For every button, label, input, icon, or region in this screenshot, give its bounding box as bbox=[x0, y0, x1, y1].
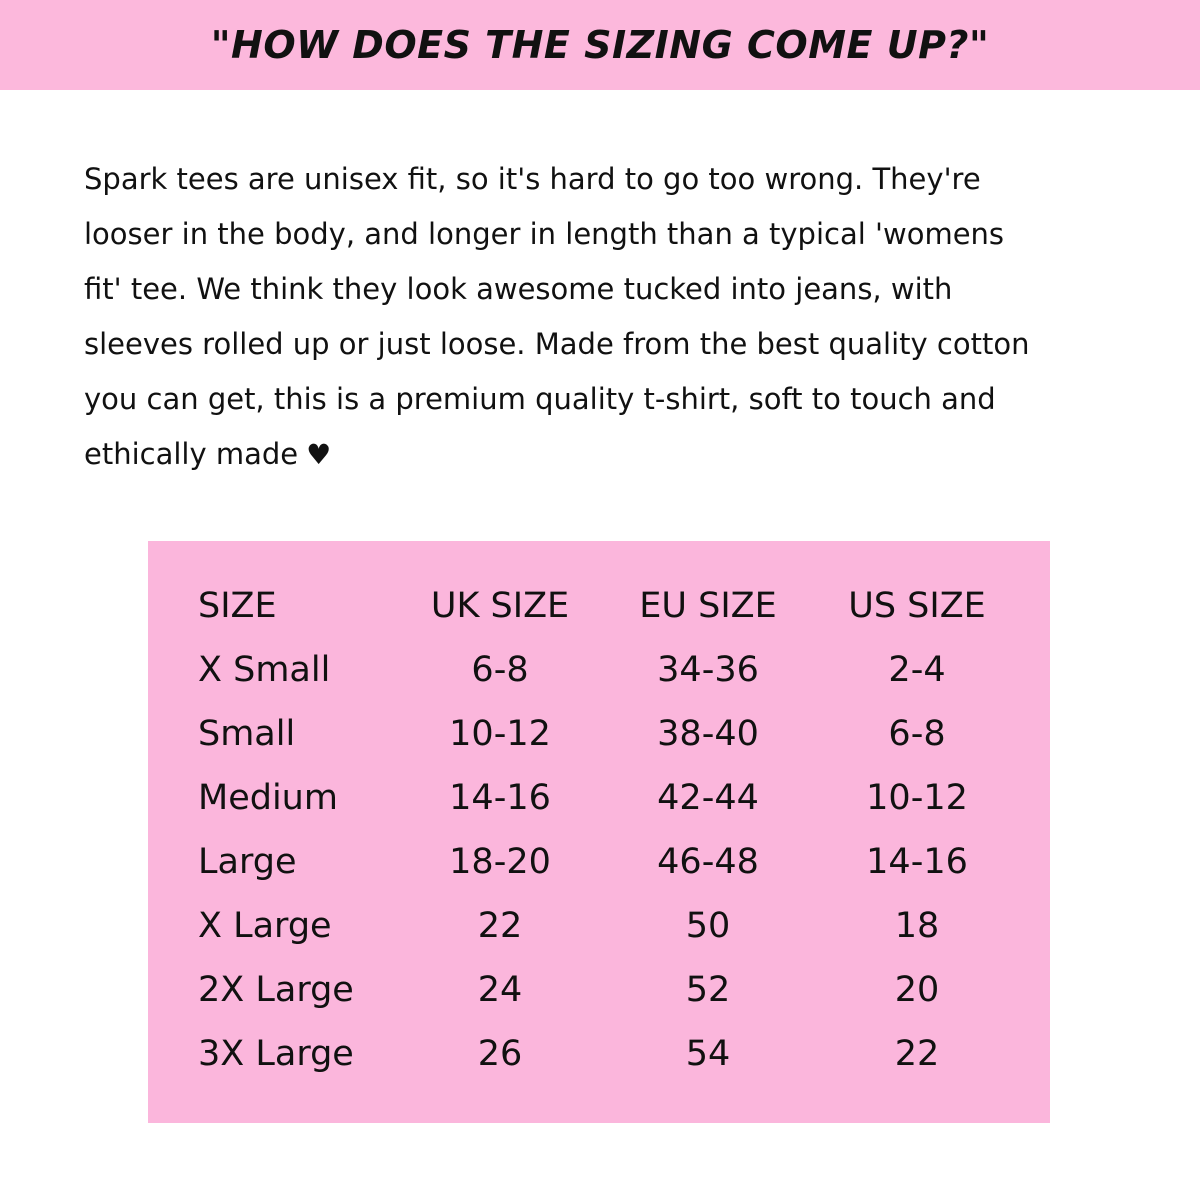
table-cell: Large bbox=[198, 842, 297, 882]
size-table: SIZE UK SIZE EU SIZE US SIZE X Small 6-8 34-36… bbox=[148, 541, 1050, 1123]
table-cell-wrapper: 3X Large bbox=[198, 1034, 354, 1074]
table-cell: 22 bbox=[894, 1034, 940, 1074]
description: Spark tees are unisex fit, so it's hard … bbox=[84, 152, 1134, 482]
column-header: SIZE bbox=[198, 586, 277, 626]
table-cell: 22 bbox=[477, 906, 523, 946]
table-cell: Small bbox=[198, 714, 296, 754]
table-cell: 20 bbox=[894, 970, 940, 1010]
description-line: you can get, this is a premium quality t… bbox=[84, 382, 996, 416]
table-cell: 46-48 bbox=[657, 842, 759, 882]
page-title: "HOW DOES THE SIZING COME UP?" bbox=[210, 23, 990, 67]
table-cell: 3X Large bbox=[198, 1034, 354, 1074]
table-cell: 50 bbox=[685, 906, 731, 946]
description-line: Spark tees are unisex fit, so it's hard … bbox=[84, 162, 981, 196]
table-cell: 18-20 bbox=[449, 842, 551, 882]
table-row: X Small 6-8 34-36 2-4 bbox=[148, 650, 1050, 714]
table-cell: Medium bbox=[198, 778, 338, 818]
column-header: US SIZE bbox=[848, 586, 986, 626]
table-header-row: SIZE UK SIZE EU SIZE US SIZE bbox=[148, 586, 1050, 650]
description-line: fit' tee. We think they look awesome tuc… bbox=[84, 272, 953, 306]
table-row: 2X Large 24 52 20 bbox=[148, 970, 1050, 1034]
table-cell-wrapper: SIZE bbox=[198, 586, 277, 626]
table-cell: 38-40 bbox=[657, 714, 759, 754]
header-band: "HOW DOES THE SIZING COME UP?" bbox=[0, 0, 1200, 90]
table-cell: 34-36 bbox=[657, 650, 759, 690]
table-cell-wrapper: Large bbox=[198, 842, 296, 882]
table-cell-wrapper: Medium bbox=[198, 778, 338, 818]
table-cell: 6-8 bbox=[888, 714, 946, 754]
table-row: 3X Large 26 54 22 bbox=[148, 1034, 1050, 1098]
table-cell: 10-12 bbox=[449, 714, 551, 754]
table-cell: 2-4 bbox=[888, 650, 946, 690]
table-cell: 24 bbox=[477, 970, 523, 1010]
description-last-text: ethically made bbox=[84, 437, 299, 471]
table-cell: 14-16 bbox=[866, 842, 968, 882]
description-line: sleeves rolled up or just loose. Made fr… bbox=[84, 327, 1030, 361]
table-cell: 14-16 bbox=[449, 778, 551, 818]
column-header: UK SIZE bbox=[430, 586, 570, 626]
table-cell-wrapper: X Small bbox=[198, 650, 330, 690]
table-cell: 42-44 bbox=[657, 778, 759, 818]
description-line: ethically made ♥ bbox=[84, 427, 1134, 482]
table-row: Small 10-12 38-40 6-8 bbox=[148, 714, 1050, 778]
table-cell: X Large bbox=[198, 906, 332, 946]
heart-icon: ♥ bbox=[306, 438, 332, 471]
table-cell: 6-8 bbox=[471, 650, 529, 690]
table-cell: 26 bbox=[477, 1034, 523, 1074]
table-row: X Large 22 50 18 bbox=[148, 906, 1050, 970]
table-cell-wrapper: X Large bbox=[198, 906, 332, 946]
table-cell: X Small bbox=[198, 650, 331, 690]
table-row: Medium 14-16 42-44 10-12 bbox=[148, 778, 1050, 842]
table-cell: 18 bbox=[894, 906, 940, 946]
table-cell-wrapper: Small bbox=[198, 714, 295, 754]
table-cell: 52 bbox=[685, 970, 731, 1010]
table-cell: 54 bbox=[685, 1034, 731, 1074]
table-row: Large 18-20 46-48 14-16 bbox=[148, 842, 1050, 906]
description-line: looser in the body, and longer in length… bbox=[84, 217, 1005, 251]
table-cell: 10-12 bbox=[866, 778, 968, 818]
column-header: EU SIZE bbox=[639, 586, 777, 626]
table-cell-wrapper: 2X Large bbox=[198, 970, 354, 1010]
table-cell: 2X Large bbox=[198, 970, 354, 1010]
